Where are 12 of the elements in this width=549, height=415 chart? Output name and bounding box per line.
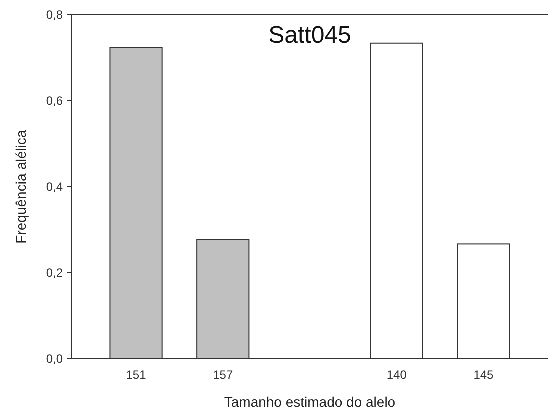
y-tick-label: 0,8 <box>46 8 64 22</box>
x-tick-label: 151 <box>126 368 147 382</box>
y-tick-label: 0,0 <box>46 352 64 366</box>
y-tick-label: 0,6 <box>46 94 64 108</box>
x-tick-label: 140 <box>386 368 408 382</box>
y-tick-label: 0,2 <box>46 266 64 280</box>
y-tick-label: 0,4 <box>46 180 64 194</box>
x-axis-title: Tamanho estimado do alelo <box>224 394 396 410</box>
chart-title: Satt045 <box>268 22 352 49</box>
y-axis-title: Frequência alélica <box>13 130 29 244</box>
x-tick-label: 157 <box>213 368 234 382</box>
x-tick-label: 145 <box>474 368 494 382</box>
